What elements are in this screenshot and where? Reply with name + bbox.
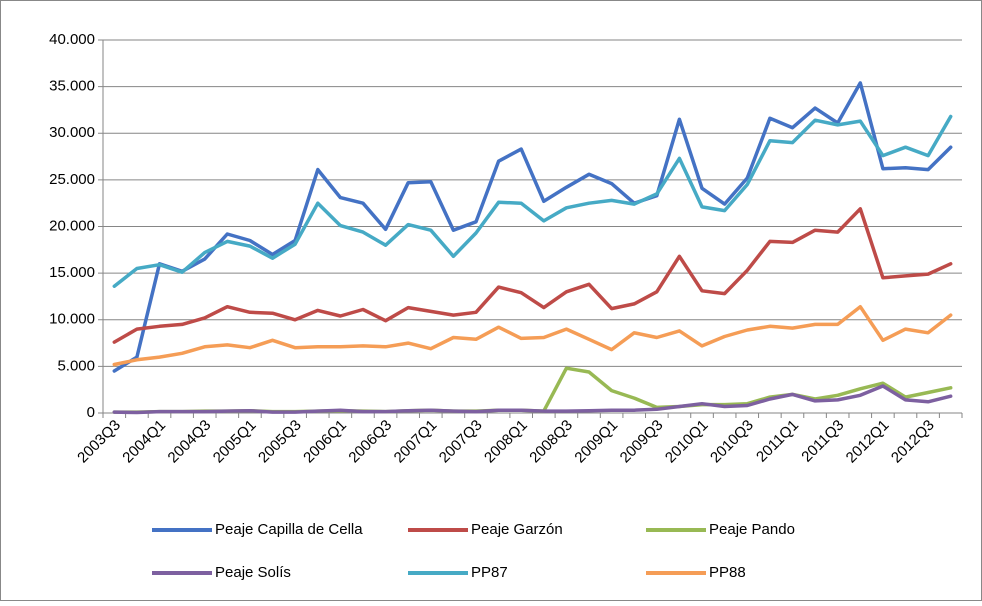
- legend-label: Peaje Garzón: [471, 521, 563, 538]
- legend-label: Peaje Pando: [709, 521, 795, 538]
- series-line: [112, 304, 953, 367]
- series-line: [112, 207, 953, 344]
- series-line: [112, 81, 953, 373]
- y-tick-label: 10.000: [49, 311, 95, 328]
- y-tick-label: 25.000: [49, 171, 95, 188]
- legend-label: PP87: [471, 564, 508, 581]
- y-tick-label: 20.000: [49, 217, 95, 234]
- series-line: [112, 114, 953, 288]
- legend-label: Peaje Capilla de Cella: [215, 521, 363, 538]
- legend-label: PP88: [709, 564, 746, 581]
- legend-label: Peaje Solís: [215, 564, 291, 581]
- y-tick-label: 15.000: [49, 264, 95, 281]
- y-tick-label: 5.000: [57, 357, 95, 374]
- y-tick-label: 40.000: [49, 31, 95, 48]
- y-tick-label: 0: [87, 404, 95, 421]
- y-tick-label: 35.000: [49, 78, 95, 95]
- series-line: [112, 384, 953, 415]
- y-tick-label: 30.000: [49, 124, 95, 141]
